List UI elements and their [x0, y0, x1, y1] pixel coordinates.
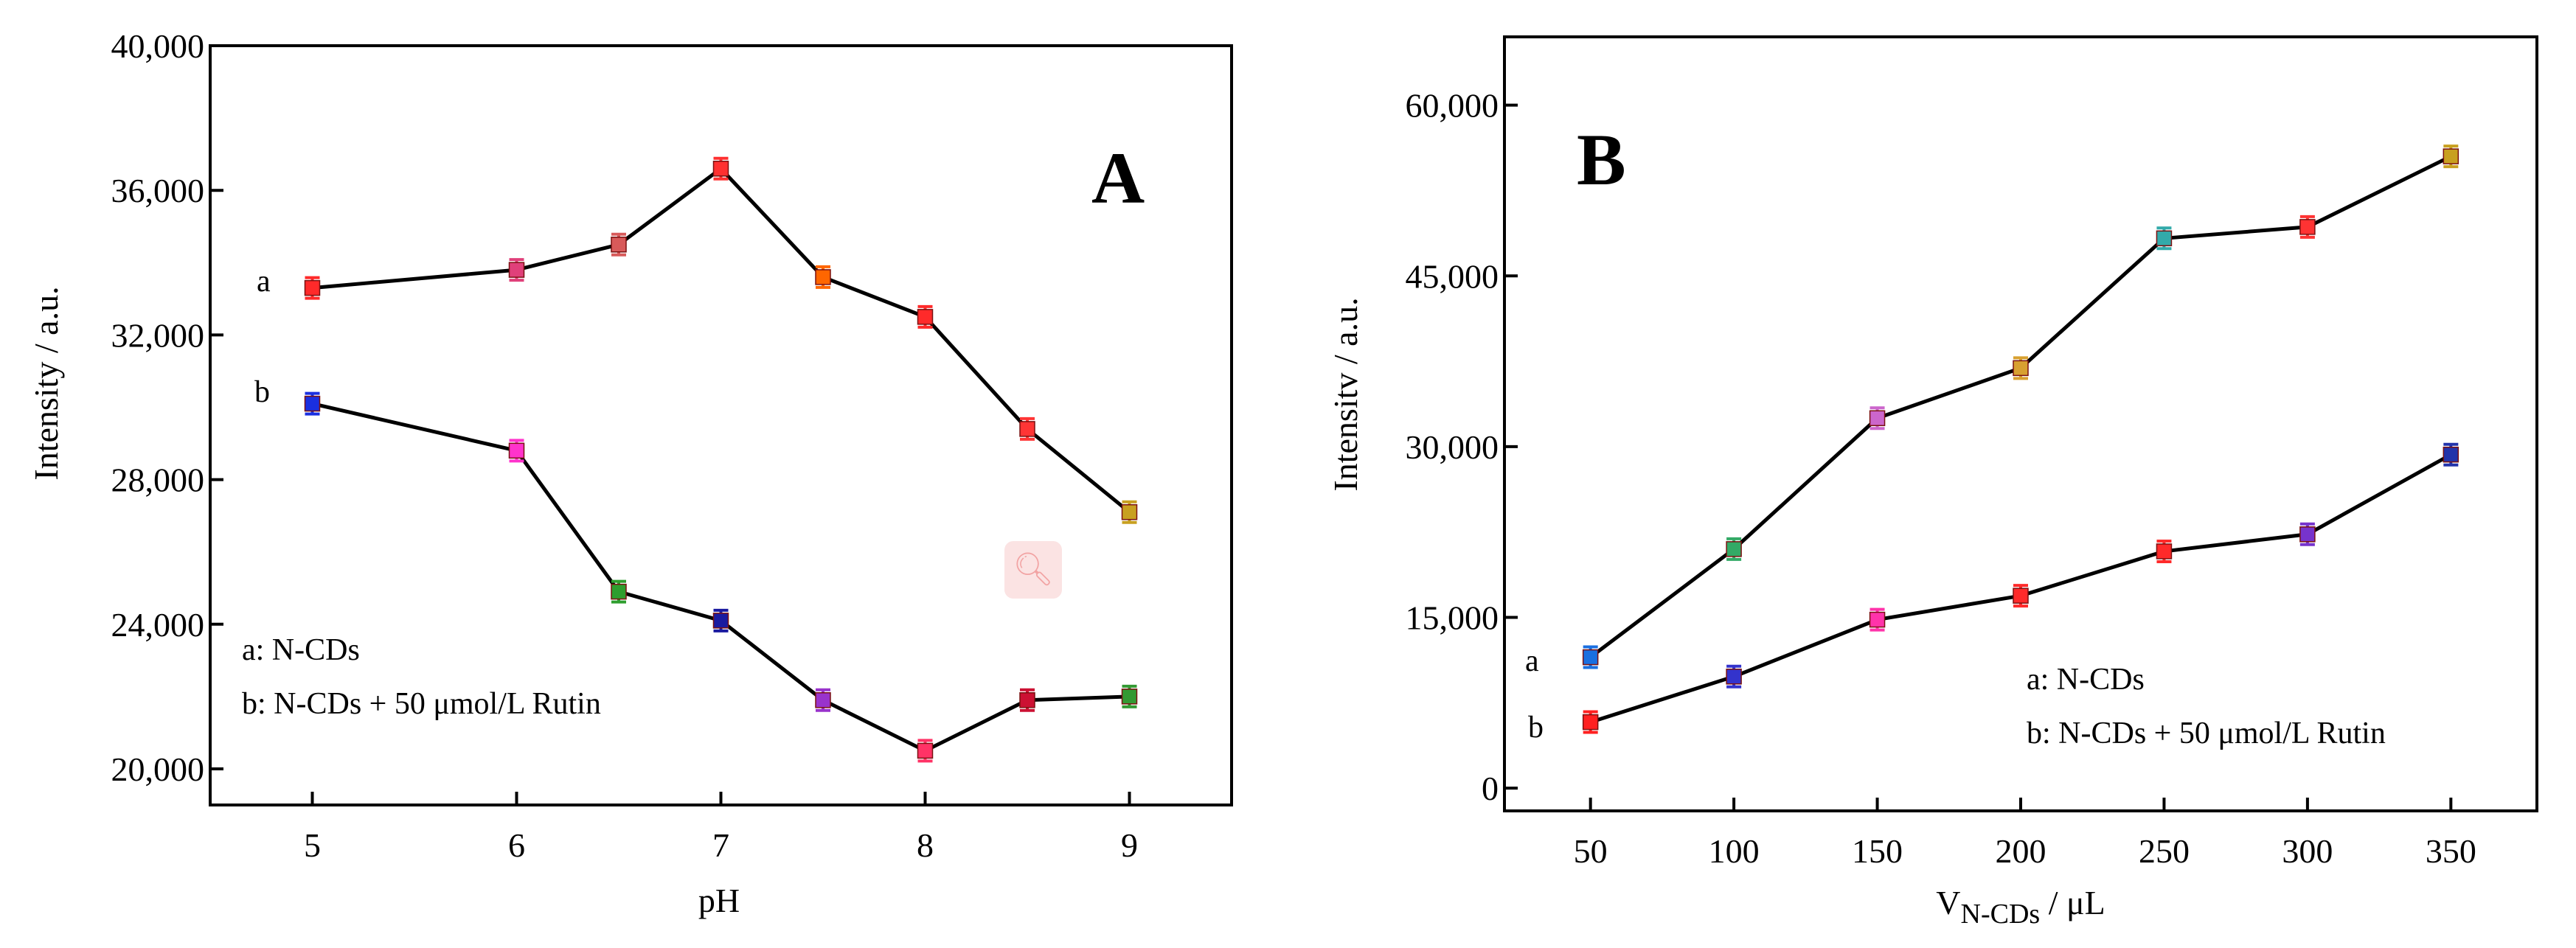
panel-b-letter: B — [1577, 119, 1626, 201]
panel-b-y-tick-label: 0 — [1482, 770, 1499, 807]
panel-b-x-tick-label: 350 — [2426, 832, 2476, 870]
panel-a-y-tick-label: 28,000 — [111, 461, 205, 499]
panel-b-legend-a: a: N-CDs — [2027, 663, 2145, 697]
panel-a-chart: 20,000 24,000 28,000 32,000 36,000 40,000 5 6 7… — [27, 27, 1233, 919]
panel-b-series-b-point — [2156, 539, 2173, 563]
panel-a-series-b-point — [712, 608, 729, 632]
panel-b-series-b-point — [2299, 522, 2316, 546]
panel-a-series-b-line — [311, 402, 1130, 753]
panel-b-y-tick-label: 15,000 — [1406, 599, 1499, 637]
panel-b-y-tick-label: 60,000 — [1406, 87, 1499, 125]
panel-a-x-tick-label: 6 — [508, 826, 525, 864]
panel-a-letter: A — [1091, 137, 1145, 219]
panel-b-series-a-point — [1582, 645, 1599, 669]
panel-a-y-tick-label: 40,000 — [111, 27, 205, 65]
panel-a-y-tick-label: 36,000 — [111, 172, 205, 209]
panel-b-curve-label-b: b — [1528, 711, 1544, 745]
panel-a-series-a-point — [917, 304, 934, 329]
panel-a-legend-a: a: N-CDs — [242, 633, 360, 667]
panel-a-x-tick-label: 9 — [1121, 826, 1138, 864]
panel-b-y-tick-label: 30,000 — [1406, 428, 1499, 466]
panel-a-y-axis: 20,000 24,000 28,000 32,000 36,000 40,000 — [111, 27, 223, 788]
panel-a-x-title: pH — [698, 882, 740, 919]
panel-b-series-b-point — [2013, 584, 2029, 608]
panel-a-series-a-line — [312, 167, 1131, 514]
panel-a-series-b-point — [508, 439, 525, 463]
panel-a-curve-label-b: b — [254, 375, 270, 409]
panel-b-x-tick-label: 200 — [1996, 832, 2046, 870]
panel-a-series-b-point — [815, 688, 831, 712]
panel-a-series-lines — [311, 167, 1131, 753]
panel-a-series-b-point — [304, 391, 321, 416]
panel-b-x-tick-label: 300 — [2282, 832, 2333, 870]
panel-a-legend-b: b: N-CDs + 50 μmol/L Rutin — [242, 687, 601, 721]
zoom-icon[interactable]: 🔍︎ — [1004, 541, 1062, 599]
panel-a-x-tick-label: 7 — [712, 826, 729, 864]
panel-b-series-a-point — [2013, 356, 2029, 380]
panel-b-x-tick-label: 150 — [1852, 832, 1903, 870]
panel-b-series-a-point — [2156, 226, 2173, 251]
panel-a-y-tick-label: 20,000 — [111, 750, 205, 788]
panel-b-x-title: VN-CDs / μL — [1936, 884, 2105, 930]
panel-a-y-tick-label: 24,000 — [111, 606, 205, 644]
panel-b-series-a-point — [1869, 406, 1886, 431]
panel-b-series-b-point — [1726, 664, 1742, 689]
panel-b-x-axis: 50 100 150 200 250 300 350 — [1574, 798, 2476, 870]
panel-a-x-tick-label: 8 — [917, 826, 934, 864]
panel-a-x-tick-label: 5 — [304, 826, 321, 864]
panel-b-series-a-point — [2299, 215, 2316, 239]
panel-b-series-b-point — [1869, 607, 1886, 632]
magnifier-glyph: 🔍︎ — [1013, 551, 1054, 588]
panel-a-series-a-point — [1019, 417, 1035, 441]
panel-b-series-a-point — [1726, 537, 1742, 561]
panel-b-x-tick-label: 250 — [2139, 832, 2190, 870]
panel-b-series-b-point — [2443, 442, 2459, 467]
panel-a-series-a-point — [508, 258, 525, 282]
panel-a-series-a-point — [611, 232, 627, 257]
panel-b-x-tick-label: 100 — [1709, 832, 1760, 870]
panel-b-curve-label-a: a — [1525, 644, 1539, 678]
panel-a-series-b-point — [917, 739, 934, 763]
panel-b-series-b-point — [1582, 710, 1599, 734]
panel-a-series-b-point — [611, 579, 627, 604]
panel-a-series-a-point — [815, 265, 831, 289]
panel-a-data-points — [304, 156, 1138, 763]
panel-b-series-a-line — [1589, 154, 2452, 659]
panel-a-y-title: Intensity / a.u. — [27, 286, 65, 480]
panel-b-x-title-main: V — [1936, 884, 1960, 921]
panel-b-legend-b: b: N-CDs + 50 μmol/L Rutin — [2027, 717, 2386, 750]
panel-a-series-a-point — [712, 156, 729, 181]
panel-b-chart: 0 15,000 30,000 45,000 60,000 50 100 150 200 250… — [1327, 35, 2538, 930]
panel-a-x-axis: 5 6 7 8 9 — [304, 792, 1138, 864]
panel-b-x-title-unit: / μL — [2040, 884, 2105, 921]
panel-a-curve-label-a: a — [257, 265, 271, 299]
panel-a-series-b-point — [1019, 688, 1035, 712]
panel-a-series-a-point — [1121, 500, 1138, 524]
panel-b-x-title-sub: N-CDs — [1961, 899, 2041, 930]
panel-b-y-tick-label: 45,000 — [1406, 257, 1499, 295]
panel-b-x-tick-label: 50 — [1574, 832, 1608, 870]
panel-a-y-tick-label: 32,000 — [111, 316, 205, 354]
panel-b-frame — [1503, 35, 2538, 812]
panel-a-series-b-point — [1121, 684, 1138, 708]
panel-b-series-lines — [1589, 154, 2452, 724]
panel-b-data-points — [1582, 144, 2459, 734]
panel-a-series-a-point — [304, 276, 321, 300]
panel-b-series-a-point — [2443, 144, 2459, 169]
panel-b-y-title: Intensitv / a.u. — [1327, 297, 1364, 491]
panel-b-y-axis: 0 15,000 30,000 45,000 60,000 — [1406, 87, 1518, 807]
